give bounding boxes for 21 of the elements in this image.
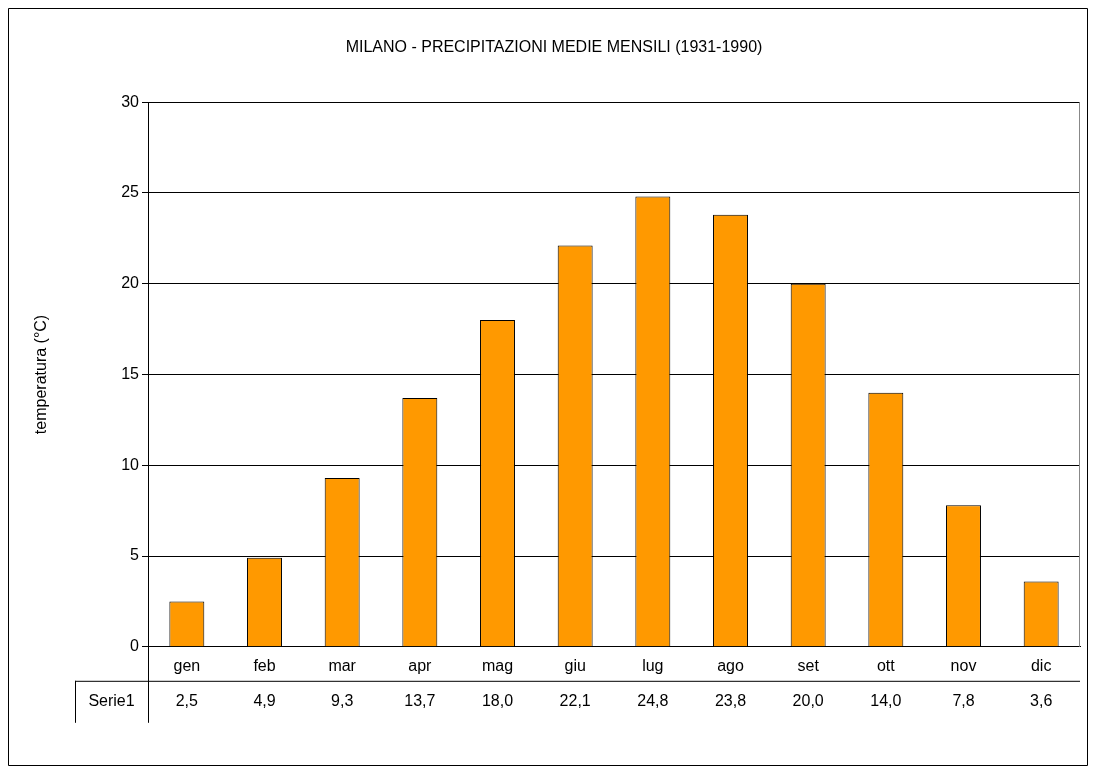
x-tick-label: mar [328, 656, 357, 674]
y-tick-label: 20 [121, 274, 140, 292]
y-tick-label: 15 [121, 364, 140, 382]
x-tick-label: ago [717, 656, 744, 674]
x-tick-label: gen [173, 656, 201, 674]
y-axis-title: temperatura (°C) [32, 314, 50, 435]
x-tick-label: apr [408, 656, 433, 674]
x-tick-label: nov [950, 656, 977, 674]
y-tick-label: 10 [121, 455, 140, 473]
y-tick-label: 30 [121, 92, 140, 110]
x-tick-label: ott [876, 656, 896, 674]
y-tick-label: 5 [130, 546, 140, 564]
x-tick-label: feb [253, 656, 276, 674]
y-tick-label: 0 [130, 637, 140, 655]
x-tick-label: set [797, 656, 820, 674]
y-tick-label: 25 [121, 183, 140, 201]
chart-title: MILANO - PRECIPITAZIONI MEDIE MENSILI (1931-1990) [345, 38, 763, 56]
x-tick-label: lug [642, 656, 664, 674]
x-tick-label: dic [1030, 656, 1052, 674]
x-tick-label: mag [481, 656, 514, 674]
x-tick-label: giu [564, 656, 586, 674]
